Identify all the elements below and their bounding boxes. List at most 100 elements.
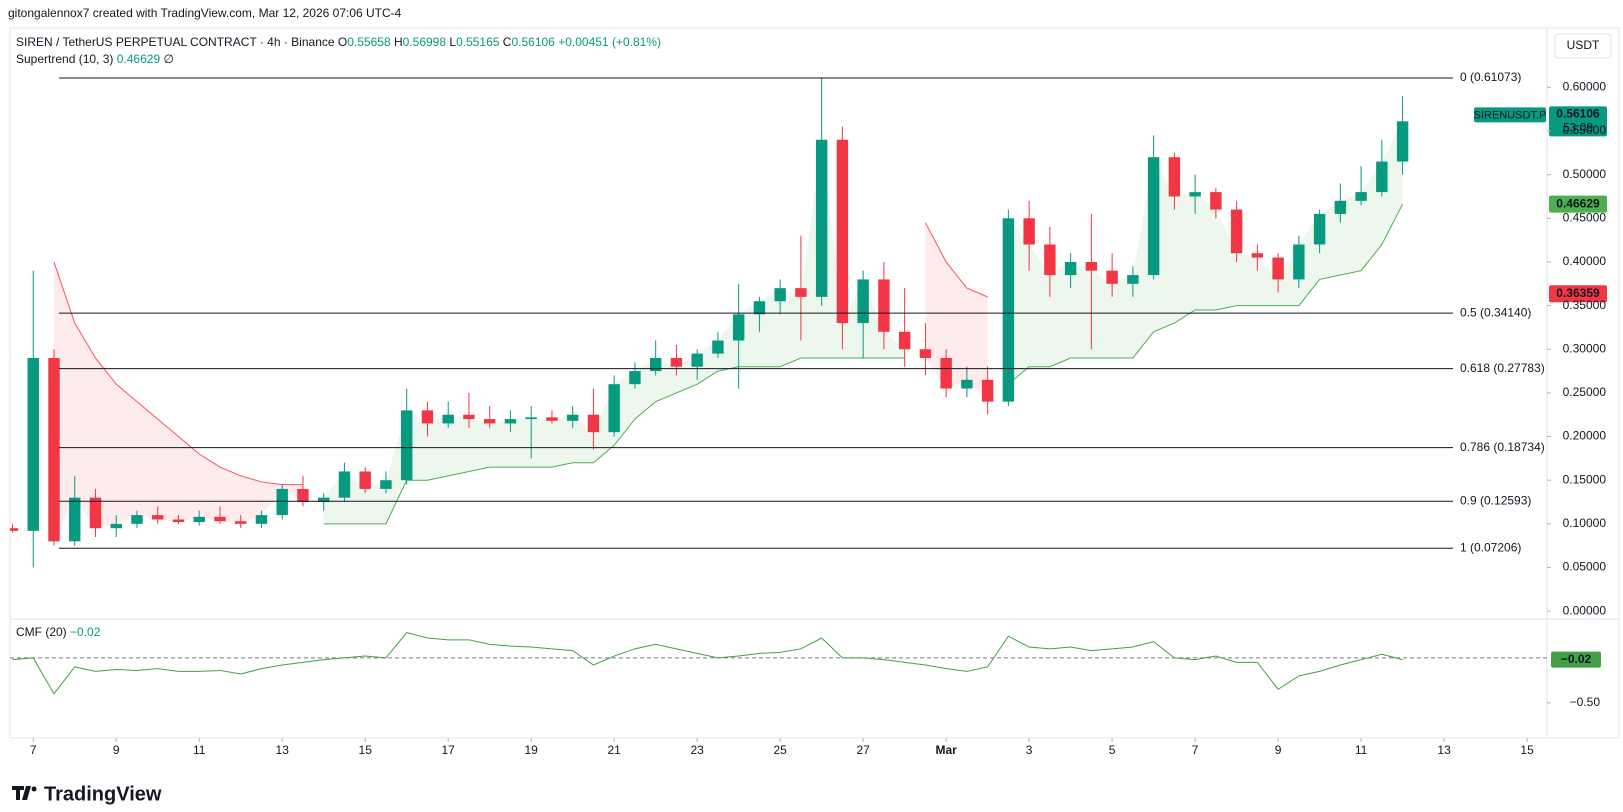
- candle-body: [1044, 244, 1056, 276]
- cmf-badge: [1551, 651, 1601, 668]
- change: +0.00451: [558, 35, 609, 49]
- candle-body: [608, 384, 620, 433]
- candle-body: [1376, 161, 1388, 193]
- candle-body: [815, 139, 828, 297]
- x-tick-label: 11: [193, 743, 206, 757]
- y-tick-label: 0.15000: [1563, 472, 1607, 486]
- candle-body: [1085, 261, 1098, 271]
- candle-body: [10, 528, 19, 531]
- x-tick-label: 13: [276, 743, 290, 757]
- logo: [12, 786, 37, 800]
- x-tick-label: 7: [30, 743, 37, 757]
- cmf-tick-label: −0.50: [1570, 695, 1601, 709]
- cmf-label: CMF (20): [16, 625, 67, 639]
- candle-body: [898, 331, 911, 350]
- fib-label: 0.786 (0.18734): [1460, 440, 1545, 454]
- candle-body: [1272, 257, 1284, 280]
- y-tick-label: 0.55000: [1563, 123, 1607, 137]
- cmf-badge-value: −0.02: [1561, 652, 1592, 666]
- candle-body: [48, 357, 60, 542]
- x-tick-label: 3: [1026, 743, 1033, 757]
- currency-box[interactable]: [1554, 33, 1612, 59]
- candle-body: [629, 371, 641, 385]
- legend-key: L: [449, 35, 457, 49]
- candle-body: [504, 419, 517, 424]
- candle-body: [255, 515, 268, 524]
- candle-body: [546, 417, 558, 421]
- candle-body: [981, 379, 994, 402]
- candle-body: [919, 349, 932, 358]
- symbol-badge-label: SIRENUSDT.P: [1474, 109, 1547, 121]
- x-tick-label: 7: [1192, 743, 1199, 757]
- candle-body: [1147, 157, 1160, 276]
- candle-body: [1189, 192, 1201, 197]
- candle-body: [961, 379, 973, 389]
- candle-body: [27, 357, 39, 531]
- candle-body: [172, 519, 185, 523]
- legend-value: 0.55165: [456, 35, 500, 49]
- candle-body: [359, 471, 371, 489]
- level-badge: [1549, 285, 1607, 303]
- candle-body: [691, 353, 703, 367]
- candle-body: [1023, 218, 1035, 245]
- supertrend-line: [1008, 203, 1404, 385]
- supertrend-fill: [925, 222, 988, 402]
- candle-body: [712, 340, 724, 354]
- y-tick-label: 0.60000: [1563, 80, 1607, 94]
- attribution: gitongalennox7 created with TradingView.…: [8, 6, 402, 20]
- candle-body: [1210, 192, 1222, 210]
- y-tick-label: 0.35000: [1563, 298, 1607, 312]
- x-tick-label: 15: [359, 743, 373, 757]
- candle-body: [69, 497, 81, 542]
- y-tick-label: 0.25000: [1563, 385, 1607, 399]
- candle-body: [1230, 209, 1243, 254]
- candle-body: [400, 410, 413, 481]
- candle-body: [836, 139, 849, 324]
- x-tick-label: 9: [1275, 743, 1282, 757]
- supertrend-line: [53, 261, 303, 486]
- candle-body: [1293, 244, 1305, 280]
- candle-body: [1168, 157, 1181, 197]
- candle-body: [338, 471, 351, 498]
- x-tick-label: Mar: [935, 743, 957, 757]
- candle-body: [1064, 261, 1077, 276]
- price-badge-value: 0.56106: [1556, 107, 1600, 121]
- candle-body: [380, 480, 392, 489]
- candle-body: [587, 414, 600, 433]
- candle-body: [110, 523, 122, 529]
- fib-label: 0.9 (0.12593): [1460, 493, 1531, 507]
- x-tick-label: 5: [1109, 743, 1116, 757]
- y-tick-label: 0.05000: [1563, 560, 1607, 574]
- candle-body: [1002, 218, 1015, 402]
- candle-body: [940, 357, 952, 389]
- candle-body: [566, 414, 579, 421]
- legend-value: 0.56998: [402, 35, 447, 49]
- candle-body: [795, 288, 807, 297]
- brand: TradingView: [44, 783, 162, 805]
- candle-body: [774, 288, 786, 302]
- y-tick-label: 0.30000: [1563, 341, 1607, 355]
- cmf-line: [12, 632, 1403, 695]
- candle-body: [670, 357, 683, 367]
- candle-body: [1313, 213, 1326, 245]
- candle-body: [421, 410, 434, 424]
- x-tick-label: 21: [607, 743, 621, 757]
- fib-label: 0.5 (0.34140): [1460, 305, 1531, 319]
- candle-body: [297, 488, 309, 503]
- candle-body: [193, 516, 205, 523]
- candle-body: [442, 414, 454, 424]
- cmf-legend: CMF (20) −0.02: [16, 625, 100, 639]
- candle-body: [1355, 192, 1367, 201]
- indicator-value: 0.46629: [116, 52, 161, 66]
- y-tick-label: 0.40000: [1563, 254, 1607, 268]
- candle-body: [857, 279, 869, 324]
- supertrend-fill: [1008, 121, 1403, 385]
- fib-label: 0.618 (0.27783): [1460, 361, 1545, 375]
- x-tick-label: 15: [1520, 743, 1534, 757]
- supertrend-line: [924, 222, 988, 298]
- x-tick-label: 11: [1355, 743, 1368, 757]
- fib-label: 1 (0.07206): [1460, 540, 1521, 554]
- y-tick-label: 0.00000: [1563, 603, 1607, 617]
- x-tick-label: 23: [690, 743, 704, 757]
